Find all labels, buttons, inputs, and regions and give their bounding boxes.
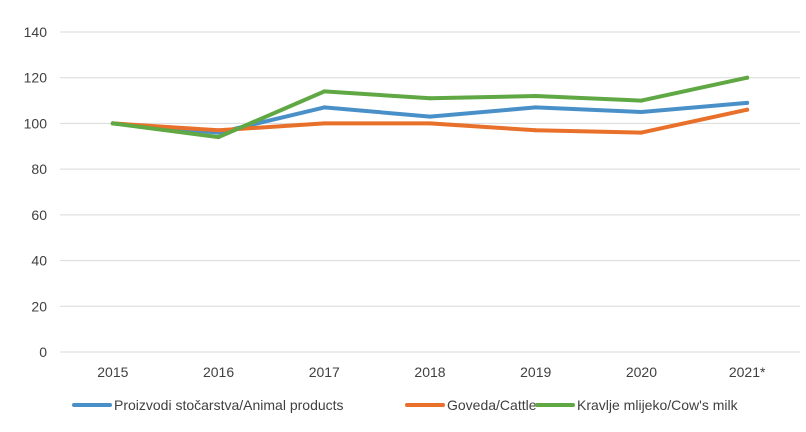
y-tick-label: 80 xyxy=(31,161,47,177)
series-1-point xyxy=(428,121,432,126)
y-tick-label: 60 xyxy=(31,207,47,223)
x-tick-label: 2021* xyxy=(729,364,766,380)
x-tick-label: 2017 xyxy=(309,364,340,380)
series-2-point xyxy=(745,75,750,80)
x-tick-label: 2018 xyxy=(414,364,445,380)
x-tick-label: 2019 xyxy=(520,364,551,380)
series-0-point xyxy=(322,105,327,110)
series-1-point xyxy=(639,130,644,135)
series-0-point xyxy=(533,105,538,110)
series-2-point xyxy=(216,135,221,140)
x-tick-label: 2015 xyxy=(97,364,128,380)
gridlines xyxy=(60,31,800,353)
series-lines xyxy=(110,75,750,140)
series-2-point xyxy=(533,94,538,98)
legend-label: Goveda/Cattle xyxy=(447,397,537,413)
x-axis-ticks: 2015 2016 2017 2018 2019 2020 2021* xyxy=(97,364,766,380)
x-tick-label: 2020 xyxy=(626,364,657,380)
legend-label: Kravlje mlijeko/Cow's milk xyxy=(577,397,739,413)
y-tick-label: 40 xyxy=(31,253,47,269)
legend: Proizvodi stočarstva/Animal products Gove… xyxy=(72,397,739,413)
series-1-point xyxy=(216,128,221,133)
series-1-point xyxy=(322,121,327,126)
series-1-point xyxy=(533,128,538,133)
series-2-point xyxy=(639,98,644,103)
series-1-point xyxy=(745,107,750,112)
legend-label: Proizvodi stočarstva/Animal products xyxy=(114,397,344,413)
series-0-point xyxy=(428,114,432,119)
y-tick-label: 120 xyxy=(24,70,48,86)
y-tick-label: 140 xyxy=(24,24,48,40)
y-tick-label: 0 xyxy=(39,344,47,360)
series-2-point xyxy=(428,96,432,101)
series-line-1 xyxy=(110,107,750,135)
y-tick-label: 20 xyxy=(31,298,47,314)
series-0-point xyxy=(745,100,750,105)
y-tick-label: 100 xyxy=(24,115,48,131)
x-tick-label: 2016 xyxy=(203,364,234,380)
series-0-point xyxy=(639,110,644,114)
y-axis-ticks: 0 20 40 60 80 100 120 140 xyxy=(24,24,48,360)
series-2-point xyxy=(110,121,115,126)
series-2-point xyxy=(322,89,327,94)
